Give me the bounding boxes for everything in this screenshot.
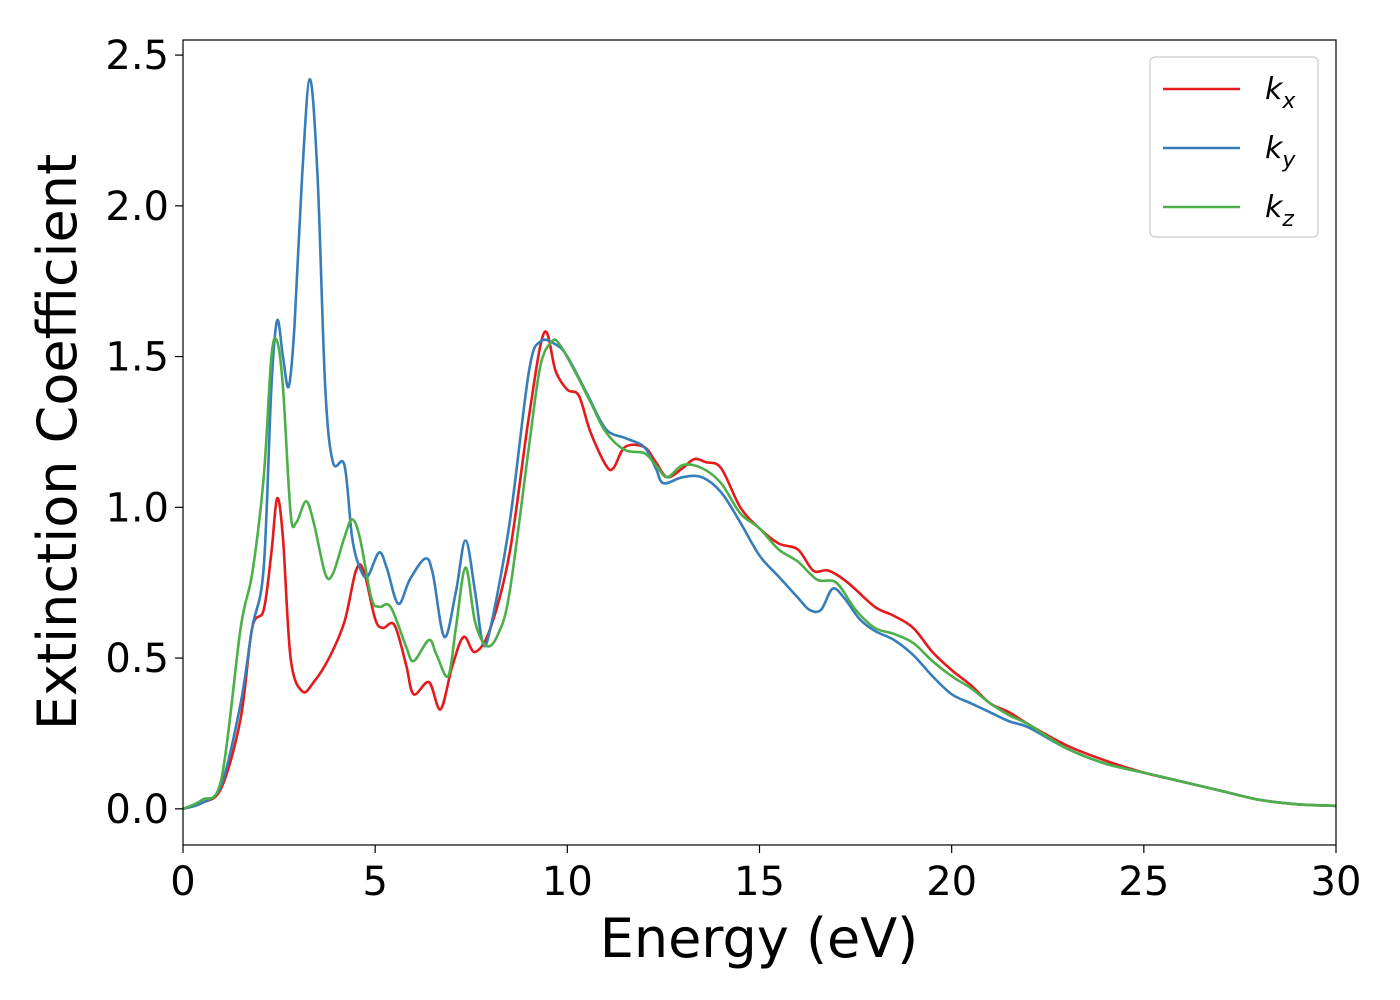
y-tick-label: 1.0 (105, 485, 169, 531)
series-line-kx (183, 330, 1336, 811)
series-line-ky (183, 77, 1336, 811)
y-tick-label: 2.5 (105, 33, 169, 79)
x-tick-label: 0 (170, 859, 195, 905)
legend-label-subscript: z (1281, 207, 1294, 232)
legend-label-kx: kx (1265, 72, 1296, 114)
x-tick-label: 25 (1118, 859, 1169, 905)
x-axis-title: Energy (eV) (600, 907, 919, 970)
y-tick-label: 1.5 (105, 335, 169, 381)
x-tick-label: 30 (1311, 859, 1362, 905)
y-axis-title: Extinction Coefficient (26, 154, 89, 730)
legend-label-subscript: x (1281, 89, 1296, 114)
legend-label-base: k (1265, 131, 1284, 166)
x-tick-label: 10 (542, 859, 593, 905)
series-line-kz (183, 336, 1336, 811)
legend-label-subscript: y (1281, 148, 1296, 173)
x-tick-label: 20 (926, 859, 977, 905)
y-axis-ticks: 0.0 0.5 1.0 1.5 2.0 2.5 (105, 33, 183, 833)
legend-label-kz: kz (1265, 190, 1294, 232)
x-tick-label: 5 (362, 859, 387, 905)
x-axis-ticks: 0 5 10 15 20 25 30 (170, 845, 1361, 905)
plot-lines (183, 77, 1336, 811)
y-tick-label: 2.0 (105, 184, 169, 230)
legend-label-base: k (1265, 72, 1284, 107)
y-tick-label: 0.0 (105, 787, 169, 833)
y-tick-label: 0.5 (105, 636, 169, 682)
legend-label-base: k (1265, 190, 1284, 225)
x-tick-label: 15 (734, 859, 785, 905)
legend-label-ky: ky (1265, 131, 1296, 173)
